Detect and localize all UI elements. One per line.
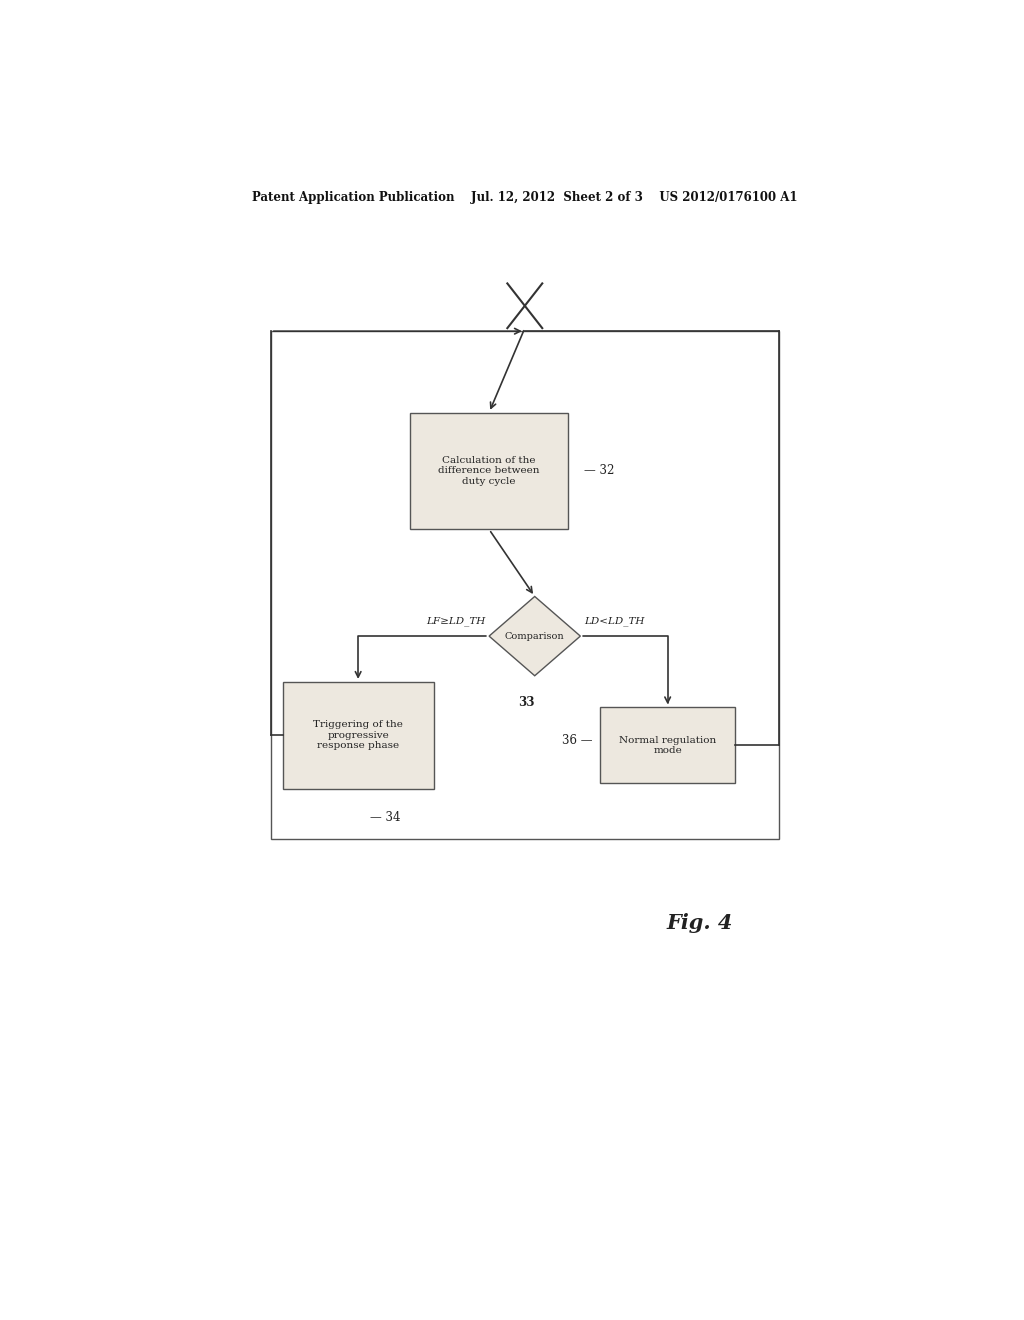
Text: 33: 33 xyxy=(518,696,535,709)
Polygon shape xyxy=(489,597,581,676)
Text: Calculation of the
difference between
duty cycle: Calculation of the difference between du… xyxy=(438,455,540,486)
FancyBboxPatch shape xyxy=(600,708,735,784)
Text: 36 —: 36 — xyxy=(562,734,592,747)
FancyBboxPatch shape xyxy=(410,412,568,529)
Text: LF≥LD_TH: LF≥LD_TH xyxy=(426,616,485,626)
Text: — 34: — 34 xyxy=(370,810,400,824)
Text: Triggering of the
progressive
response phase: Triggering of the progressive response p… xyxy=(313,721,403,750)
FancyBboxPatch shape xyxy=(283,682,433,788)
Text: Fig. 4: Fig. 4 xyxy=(667,912,732,933)
Text: LD<LD_TH: LD<LD_TH xyxy=(585,616,645,626)
Text: Normal regulation
mode: Normal regulation mode xyxy=(620,735,716,755)
Text: — 32: — 32 xyxy=(585,465,614,478)
Text: Patent Application Publication    Jul. 12, 2012  Sheet 2 of 3    US 2012/0176100: Patent Application Publication Jul. 12, … xyxy=(252,190,798,203)
Text: Comparison: Comparison xyxy=(505,631,564,640)
